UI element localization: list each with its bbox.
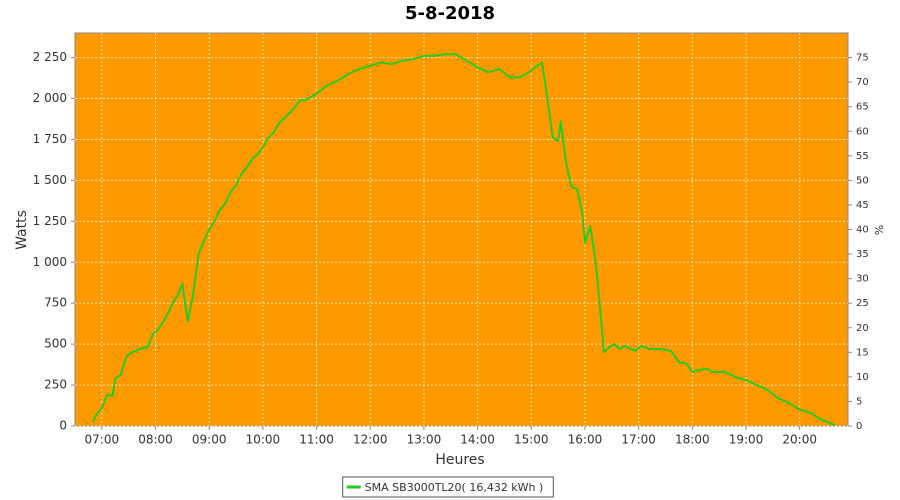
x-tick-label: 13:00 [407, 433, 442, 447]
y-tick-label: 500 [44, 337, 67, 351]
x-tick-label: 17:00 [621, 433, 656, 447]
y-tick-label: 750 [44, 296, 67, 310]
y2-tick-label: 30 [856, 274, 869, 285]
x-tick-label: 10:00 [246, 433, 281, 447]
y2-tick-label: 45 [856, 200, 869, 211]
y2-tick-label: 40 [856, 225, 869, 236]
y2-tick-label: 15 [856, 347, 869, 358]
y-tick-label: 1 500 [33, 173, 67, 187]
y2-axis-label: % [873, 225, 886, 235]
y-tick-label: 1 250 [33, 214, 67, 228]
x-tick-label: 09:00 [192, 433, 227, 447]
y-tick-label: 250 [44, 378, 67, 392]
x-tick-label: 18:00 [675, 433, 710, 447]
legend-box [342, 476, 554, 498]
y-tick-label: 2 250 [33, 50, 67, 64]
x-tick-label: 19:00 [729, 433, 764, 447]
legend: SMA SB3000TL20( 16,432 kWh ) [342, 476, 554, 498]
y2-tick-label: 60 [856, 126, 869, 137]
y2-tick-label: 0 [856, 421, 862, 432]
x-tick-label: 12:00 [353, 433, 388, 447]
plot-area [74, 32, 849, 427]
x-axis-label: Heures [435, 452, 484, 468]
legend-label: SMA SB3000TL20( 16,432 kWh ) [365, 481, 544, 494]
y2-tick-label: 65 [856, 102, 869, 113]
x-tick-label: 08:00 [138, 433, 173, 447]
x-tick-label: 15:00 [514, 433, 549, 447]
y2-tick-label: 20 [856, 323, 869, 334]
series-line [91, 53, 836, 427]
x-tick-label: 07:00 [85, 433, 120, 447]
y2-tick-label: 35 [856, 249, 869, 260]
x-tick-label: 20:00 [782, 433, 817, 447]
y2-tick-label: 10 [856, 372, 869, 383]
chart-title: 5-8-2018 [405, 3, 495, 24]
y-tick-label: 1 000 [33, 255, 67, 269]
x-tick-label: 16:00 [568, 433, 603, 447]
y2-tick-label: 5 [856, 396, 862, 407]
y-tick-label: 0 [59, 419, 67, 433]
y2-tick-label: 25 [856, 298, 869, 309]
y-axis-label: Watts [14, 210, 30, 250]
y-tick-label: 2 000 [33, 91, 67, 105]
y-tick-label: 1 750 [33, 132, 67, 146]
x-tick-label: 11:00 [299, 433, 334, 447]
y2-tick-label: 70 [856, 77, 869, 88]
x-tick-label: 14:00 [460, 433, 495, 447]
y2-tick-label: 50 [856, 175, 869, 186]
y2-tick-label: 75 [856, 53, 869, 64]
y2-tick-label: 55 [856, 151, 869, 162]
